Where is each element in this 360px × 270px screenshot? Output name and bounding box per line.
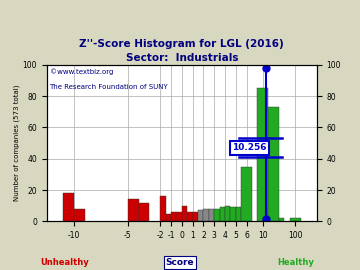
Bar — [182, 206, 187, 221]
Bar — [268, 107, 279, 221]
Bar — [139, 202, 149, 221]
Bar — [198, 210, 203, 221]
Bar — [241, 167, 252, 221]
Bar — [209, 209, 214, 221]
Bar — [203, 209, 209, 221]
Bar — [225, 206, 230, 221]
Bar — [63, 193, 74, 221]
Text: 10.256: 10.256 — [232, 143, 266, 152]
Text: ©www.textbiz.org: ©www.textbiz.org — [50, 68, 113, 75]
Text: Healthy: Healthy — [277, 258, 314, 267]
Text: Score: Score — [166, 258, 194, 267]
Text: The Research Foundation of SUNY: The Research Foundation of SUNY — [50, 84, 168, 90]
Y-axis label: Number of companies (573 total): Number of companies (573 total) — [13, 85, 20, 201]
Bar — [214, 209, 220, 221]
Bar — [171, 212, 176, 221]
Bar — [193, 212, 198, 221]
Title: Z''-Score Histogram for LGL (2016)
Sector:  Industrials: Z''-Score Histogram for LGL (2016) Secto… — [80, 39, 284, 63]
Bar — [279, 218, 284, 221]
Bar — [236, 207, 241, 221]
Bar — [290, 218, 301, 221]
Bar — [257, 88, 268, 221]
Bar — [176, 212, 182, 221]
Text: Unhealthy: Unhealthy — [40, 258, 89, 267]
Bar — [220, 207, 225, 221]
Bar — [160, 196, 166, 221]
Bar — [230, 207, 236, 221]
Bar — [74, 209, 85, 221]
Bar — [128, 200, 139, 221]
Bar — [166, 214, 171, 221]
Bar — [187, 212, 193, 221]
